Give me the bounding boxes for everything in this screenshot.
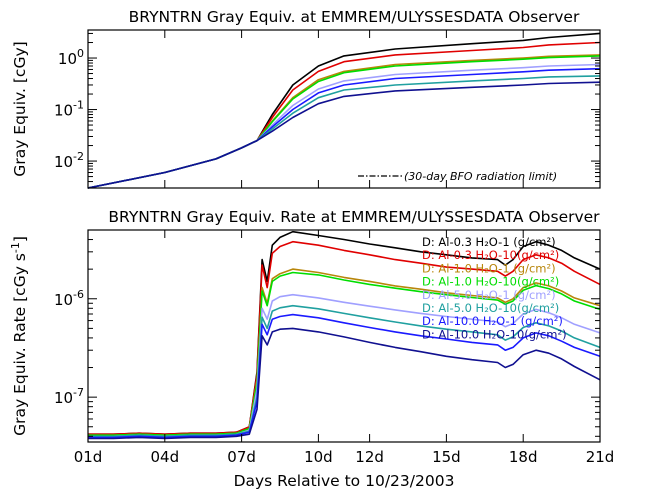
legend-entry-3: D: Al-1.0 H₂O-10(g/cm²) xyxy=(422,275,559,289)
tick-base: 10 xyxy=(54,102,73,120)
legend-entry-4: D: Al-5.0 H₂O-1 (g/cm²) xyxy=(422,288,556,302)
tick-exponent: -1 xyxy=(73,99,84,112)
legend-entry-2: D: Al-1.0 H₂O-1 (g/cm²) xyxy=(422,261,556,275)
x-tick-labels: 01d 04d 07d 10d 12d 15d 18d 21d xyxy=(74,448,615,466)
tick-base: 10 xyxy=(54,153,73,171)
bottom-y-axis-label: Gray Equiv. Rate [cGy s-1] xyxy=(9,236,29,436)
x-tick-label: 07d xyxy=(227,448,256,466)
x-tick-label: 12d xyxy=(355,448,384,466)
x-tick-label: 04d xyxy=(150,448,179,466)
x-tick-label: 10d xyxy=(304,448,333,466)
top-series-line-1 xyxy=(87,41,601,189)
top-series-line-3 xyxy=(87,55,601,189)
top-panel: BRYNTRN Gray Equiv. at EMMREM/ULYSSESDAT… xyxy=(11,8,601,189)
legend: D: Al-0.3 H₂O-1 (g/cm²)D: Al-0.3 H₂O-10(… xyxy=(422,235,567,341)
tick-exponent: -7 xyxy=(73,386,84,399)
tick-exponent: -6 xyxy=(73,288,84,301)
bottom-panel: BRYNTRN Gray Equiv. Rate at EMMREM/ULYSS… xyxy=(9,208,614,490)
bottom-y-axis-label-main: Gray Equiv. Rate [cGy s xyxy=(11,253,29,436)
top-chart-title: BRYNTRN Gray Equiv. at EMMREM/ULYSSESDAT… xyxy=(129,8,580,26)
bottom-series-line-5 xyxy=(88,304,601,438)
tick-exponent: -2 xyxy=(73,150,84,163)
bottom-series-line-6 xyxy=(88,313,601,439)
legend-entry-0: D: Al-0.3 H₂O-1 (g/cm²) xyxy=(422,235,556,249)
bottom-series-line-7 xyxy=(88,327,601,440)
bottom-series-line-1 xyxy=(88,240,601,436)
legend-entry-1: D: Al-0.3 H₂O-10(g/cm²) xyxy=(422,248,559,262)
bottom-series-line-3 xyxy=(88,271,601,437)
top-plot-area xyxy=(87,32,601,189)
x-tick-label: 01d xyxy=(74,448,103,466)
bfo-limit-label: (30-day BFO radiation limit) xyxy=(404,170,557,183)
bottom-y-axis-label-end: ] xyxy=(11,236,29,242)
top-plot-frame xyxy=(87,29,601,189)
bottom-ticks xyxy=(87,229,601,442)
bottom-plot-area xyxy=(88,230,601,440)
x-tick-label: 18d xyxy=(509,448,538,466)
bottom-chart-title: BRYNTRN Gray Equiv. Rate at EMMREM/ULYSS… xyxy=(108,208,600,226)
legend-entry-5: D: Al-5.0 H₂O-10(g/cm²) xyxy=(422,301,559,315)
bottom-y-tick-labels: 10-710-6 xyxy=(54,288,84,407)
top-series-line-0 xyxy=(87,32,601,189)
legend-entry-7: D: Al-10.0 H₂O-10(g/cm²) xyxy=(422,327,567,341)
bottom-y-tick-label: 10-6 xyxy=(54,288,84,309)
x-tick-label: 21d xyxy=(586,448,615,466)
x-axis-label: Days Relative to 10/23/2003 xyxy=(234,472,455,490)
top-series-line-2 xyxy=(87,54,601,189)
top-y-tick-label: 10-1 xyxy=(54,99,84,120)
top-y-tick-label: 100 xyxy=(58,47,84,68)
bottom-y-tick-label: 10-7 xyxy=(54,386,84,407)
bottom-y-axis-label-exp: -1 xyxy=(9,242,22,253)
legend-entry-6: D: Al-10.0 H₂O-1 (g/cm²) xyxy=(422,314,563,328)
tick-base: 10 xyxy=(58,50,77,68)
top-series-line-7 xyxy=(87,81,601,189)
top-y-ticks xyxy=(87,30,601,189)
tick-exponent: 0 xyxy=(77,47,84,60)
top-y-tick-label: 10-2 xyxy=(54,150,84,171)
tick-base: 10 xyxy=(54,389,73,407)
bottom-plot-frame xyxy=(87,229,601,443)
tick-base: 10 xyxy=(54,291,73,309)
bfo-limit-annotation: (30-day BFO radiation limit) xyxy=(358,170,557,183)
x-tick-label: 15d xyxy=(432,448,461,466)
top-y-axis-label: Gray Equiv. [cGy] xyxy=(11,41,29,176)
